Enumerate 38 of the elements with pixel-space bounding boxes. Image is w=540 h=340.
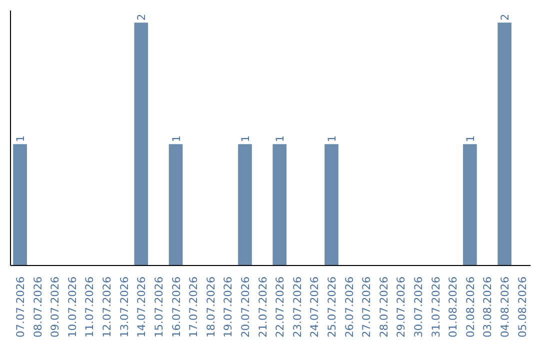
- x-tick-label: 07.07.2026: [14, 276, 28, 338]
- x-tick-label: 02.08.2026: [464, 276, 477, 338]
- x-tick-label: 05.08.2026: [516, 276, 529, 338]
- x-tick-label: 04.08.2026: [498, 276, 512, 338]
- x-tick-label: 13.07.2026: [118, 276, 131, 338]
- data-label: 1: [326, 135, 338, 142]
- x-tick-label: 24.07.2026: [308, 276, 322, 338]
- data-label: 1: [464, 135, 477, 142]
- x-tick-label: 17.07.2026: [187, 276, 200, 338]
- x-tick-label: 01.08.2026: [446, 276, 460, 338]
- x-tick-label: 14.07.2026: [135, 276, 148, 338]
- x-tick-label: 29.07.2026: [394, 276, 408, 338]
- x-tick-label: 28.07.2026: [377, 276, 390, 338]
- x-tick-label: 18.07.2026: [204, 276, 218, 338]
- x-tick-label: 23.07.2026: [290, 276, 304, 338]
- data-label: 1: [170, 135, 183, 142]
- x-tick-label: 27.07.2026: [360, 276, 374, 338]
- x-tick-label: 09.07.2026: [48, 276, 62, 338]
- data-label: 2: [135, 14, 148, 21]
- x-tick-label: 26.07.2026: [342, 276, 356, 338]
- x-tick-label: 08.07.2026: [31, 276, 44, 338]
- x-tick-label: 15.07.2026: [152, 276, 166, 338]
- data-label: 1: [238, 135, 252, 142]
- data-label: 1: [14, 135, 28, 142]
- x-tick-label: 12.07.2026: [100, 276, 114, 338]
- x-tick-label: 30.07.2026: [412, 276, 426, 338]
- x-tick-label: 16.07.2026: [170, 276, 183, 338]
- x-tick-label: 31.07.2026: [429, 276, 442, 338]
- data-label: 2: [498, 14, 512, 21]
- x-tick-label: 19.07.2026: [222, 276, 235, 338]
- x-tick-label: 25.07.2026: [326, 276, 338, 338]
- x-tick-label: 20.07.2026: [238, 276, 252, 338]
- x-tick-label: 11.07.2026: [83, 276, 96, 338]
- x-tick-label: 21.07.2026: [256, 276, 270, 338]
- x-tick-label: 22.07.2026: [274, 276, 287, 338]
- x-tick-label: 10.07.2026: [66, 276, 79, 338]
- x-tick-label: 03.08.2026: [481, 276, 494, 338]
- data-label: 1: [274, 135, 287, 142]
